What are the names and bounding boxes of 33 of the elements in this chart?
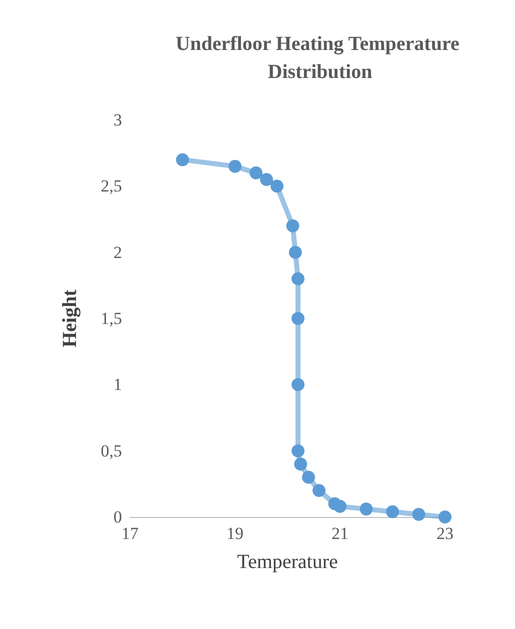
y-tick-label: 3 [114, 110, 122, 130]
point [334, 500, 346, 513]
x-axis-title: Temperature [237, 551, 338, 573]
x-tick-label: 21 [332, 524, 348, 543]
point [288, 246, 302, 259]
y-tick-label: 1 [114, 375, 122, 394]
point [438, 510, 452, 524]
y-axis-title: Height [59, 289, 81, 348]
y-tick-label: 1,5 [100, 309, 122, 328]
chart-title: Underfloor Heating Temperature Distribution [176, 33, 464, 83]
point [260, 173, 273, 186]
point [292, 312, 304, 325]
point [292, 444, 304, 458]
point [176, 153, 189, 166]
y-tick-label: 2,5 [100, 176, 122, 196]
point [312, 484, 326, 498]
x-tick-label: 17 [122, 524, 139, 543]
point [228, 160, 242, 173]
point [250, 166, 262, 180]
x-tick-label: 23 [436, 524, 454, 543]
y-tick-label: 2 [114, 242, 122, 262]
point [292, 272, 304, 286]
point [270, 180, 284, 193]
y-tick-label: 0 [114, 508, 122, 526]
point [412, 508, 426, 521]
y-tick-label: 0,5 [100, 441, 122, 460]
point [302, 470, 315, 484]
point [360, 502, 373, 516]
point [386, 505, 399, 518]
x-tick-label: 19 [226, 524, 244, 543]
point [294, 458, 308, 471]
point [292, 378, 304, 392]
point [286, 219, 300, 232]
